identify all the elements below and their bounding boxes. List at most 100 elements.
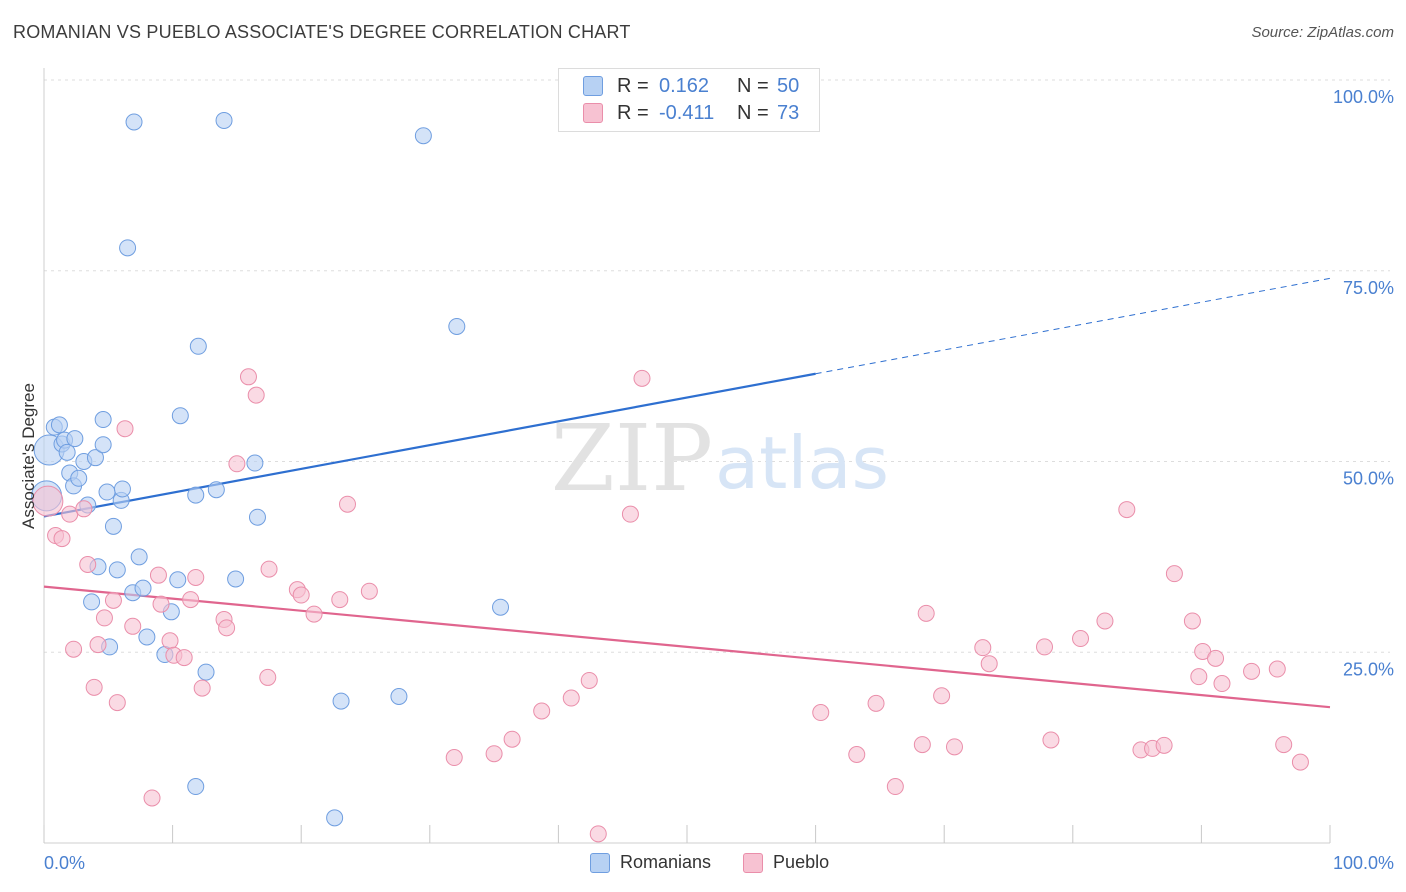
point-pueblo — [360, 582, 378, 600]
point-pueblo — [338, 495, 356, 513]
point-pueblo — [260, 560, 278, 578]
point-pueblo — [149, 566, 167, 584]
legend-item-romanians[interactable]: Romanians — [590, 852, 711, 873]
r-value-pueblo: -0.411 — [659, 101, 715, 124]
point-pueblo — [1213, 675, 1231, 693]
point-pueblo — [589, 825, 607, 843]
legend-item-pueblo[interactable]: Pueblo — [743, 852, 829, 873]
point-romanians — [227, 570, 245, 588]
point-romanians — [108, 561, 126, 579]
data-points — [31, 71, 1309, 843]
point-pueblo — [1072, 630, 1090, 648]
point-pueblo — [812, 704, 830, 722]
point-pueblo — [75, 500, 93, 518]
trend-lines — [43, 277, 1331, 709]
point-pueblo — [65, 640, 83, 658]
point-romanians — [492, 598, 510, 616]
series-legend: Romanians Pueblo — [590, 852, 861, 873]
legend-label-pueblo: Pueblo — [773, 852, 830, 872]
point-pueblo — [124, 617, 142, 635]
point-romanians — [130, 548, 148, 566]
point-romanians — [134, 579, 152, 597]
point-romanians — [94, 411, 112, 429]
point-pueblo — [621, 505, 639, 523]
n-value-pueblo: 73 — [777, 101, 800, 124]
point-pueblo — [913, 736, 931, 754]
point-romanians — [187, 778, 205, 796]
point-romanians — [113, 480, 131, 498]
point-romanians — [197, 663, 215, 681]
point-pueblo — [1275, 736, 1293, 754]
point-pueblo — [61, 505, 79, 523]
point-romanians — [138, 628, 156, 646]
point-pueblo — [533, 702, 551, 720]
point-pueblo — [1207, 649, 1225, 667]
point-romanians — [66, 430, 84, 448]
point-pueblo — [917, 604, 935, 622]
legend-swatch-pueblo — [583, 103, 603, 123]
watermark: ZIP atlas — [551, 405, 889, 512]
point-pueblo — [187, 568, 205, 586]
point-romanians — [390, 688, 408, 706]
point-pueblo — [503, 730, 521, 748]
point-romanians — [58, 443, 76, 461]
x-tick-label: 100.0% — [1333, 853, 1394, 873]
point-pueblo — [79, 556, 97, 574]
point-pueblo — [1165, 565, 1183, 583]
point-pueblo — [974, 639, 992, 657]
watermark-atlas: atlas — [715, 421, 889, 505]
point-romanians — [104, 517, 122, 535]
point-pueblo — [175, 649, 193, 667]
point-romanians — [119, 239, 137, 257]
trend-line-romanians-extension — [815, 277, 1331, 375]
r-value-romanians: 0.162 — [659, 74, 710, 97]
point-pueblo — [562, 689, 580, 707]
legend-swatch-romanians — [583, 76, 603, 96]
point-pueblo — [247, 386, 265, 404]
point-pueblo — [580, 671, 598, 689]
point-pueblo — [108, 694, 126, 712]
trend-line-romanians — [43, 372, 816, 518]
legend-swatch-pueblo — [743, 852, 764, 873]
tick-labels: 25.0% 50.0% 75.0% 100.0% 0.0% 100.0% — [44, 87, 1394, 873]
point-pueblo — [633, 369, 651, 387]
point-pueblo — [85, 678, 103, 696]
point-pueblo — [143, 789, 161, 807]
point-pueblo — [193, 679, 211, 697]
point-romanians — [246, 454, 264, 472]
point-romanians — [98, 483, 116, 501]
point-romanians — [70, 469, 88, 487]
point-pueblo — [1155, 736, 1173, 754]
point-pueblo — [331, 591, 349, 609]
point-pueblo — [1268, 660, 1286, 678]
point-pueblo — [886, 778, 904, 796]
point-pueblo — [1291, 753, 1309, 771]
point-pueblo — [1243, 662, 1261, 680]
y-tick-label: 25.0% — [1343, 659, 1394, 679]
point-pueblo — [848, 745, 866, 763]
point-pueblo — [305, 605, 323, 623]
n-label: N = — [737, 74, 769, 97]
point-pueblo — [152, 595, 170, 613]
legend-row-romanians: R = 0.162 N = 50 — [583, 73, 799, 99]
point-pueblo — [1096, 612, 1114, 630]
point-pueblo — [945, 738, 963, 756]
point-pueblo — [53, 530, 71, 548]
legend-row-pueblo: R = -0.411 N = 73 — [583, 100, 799, 126]
point-pueblo — [1042, 731, 1060, 749]
point-romanians — [207, 481, 225, 499]
y-tick-label: 100.0% — [1333, 87, 1394, 107]
watermark-zip: ZIP — [551, 405, 713, 512]
point-pueblo — [1036, 638, 1054, 656]
y-tick-label: 50.0% — [1343, 469, 1394, 489]
point-pueblo — [980, 655, 998, 673]
point-pueblo — [867, 694, 885, 712]
point-pueblo — [485, 745, 503, 763]
point-romanians — [215, 111, 233, 129]
point-pueblo — [161, 632, 179, 650]
point-pueblo — [933, 687, 951, 705]
point-romanians — [125, 113, 143, 131]
r-label: R = — [617, 74, 649, 97]
correlation-legend: R = 0.162 N = 50 R = -0.411 N = 73 — [558, 68, 820, 132]
point-pueblo — [1118, 501, 1136, 519]
